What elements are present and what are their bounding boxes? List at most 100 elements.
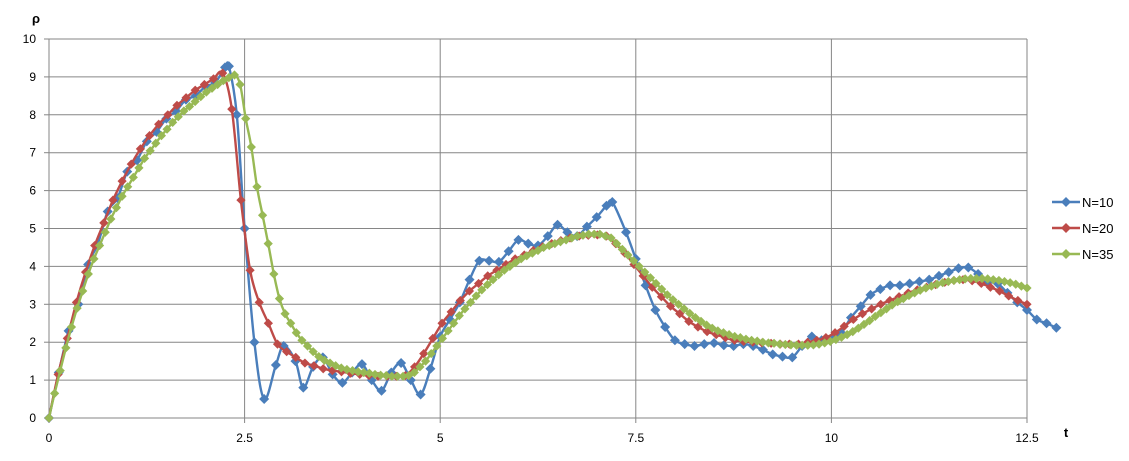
data-point: [199, 79, 209, 90]
data-point: [1031, 314, 1042, 325]
data-point: [983, 274, 993, 284]
data-point: [241, 113, 251, 124]
data-point: [208, 74, 219, 84]
data-point: [966, 273, 976, 284]
data-point: [1051, 322, 1062, 333]
axes: [44, 38, 1028, 423]
data-point: [196, 92, 206, 102]
data-point: [651, 278, 661, 289]
data-point: [207, 83, 217, 93]
data-point: [780, 339, 790, 350]
data-point: [428, 333, 438, 344]
data-point: [1011, 279, 1021, 289]
data-point: [848, 326, 858, 337]
data-point: [859, 319, 869, 329]
data-point: [259, 394, 270, 405]
data-point: [595, 229, 605, 239]
data-point: [245, 265, 255, 275]
data-point: [425, 363, 436, 374]
data-point: [865, 315, 875, 326]
y-tick-label: 3: [29, 297, 36, 311]
data-point: [168, 117, 178, 127]
data-point: [173, 112, 183, 122]
data-point: [318, 364, 328, 374]
data-point: [126, 159, 136, 169]
data-point: [505, 261, 515, 271]
data-point: [1004, 291, 1014, 301]
data-point: [634, 261, 644, 271]
data-point: [493, 256, 504, 267]
series-n-35: [44, 70, 1032, 423]
data-point: [123, 182, 133, 192]
data-point: [909, 288, 920, 298]
data-point: [356, 359, 367, 370]
data-point: [999, 276, 1010, 287]
data-point: [591, 212, 602, 223]
series-line: [47, 61, 1057, 419]
x-tick-label: 0: [46, 431, 53, 445]
y-tick-label: 0: [29, 411, 36, 425]
data-point: [690, 312, 700, 323]
data-point: [767, 349, 778, 360]
data-point: [684, 316, 694, 326]
data-point: [730, 331, 740, 342]
data-point: [455, 295, 465, 306]
data-point: [645, 273, 656, 283]
data-point: [994, 286, 1005, 296]
y-tick-label: 8: [29, 108, 36, 122]
data-point: [227, 104, 237, 114]
data-point: [875, 284, 886, 295]
data-point: [660, 322, 671, 333]
data-point: [181, 93, 191, 103]
data-point: [396, 358, 407, 369]
data-point: [820, 338, 830, 348]
data-point: [100, 227, 110, 237]
data-point: [398, 371, 408, 381]
data-point: [523, 238, 534, 249]
data-point: [763, 338, 774, 348]
data-point: [894, 280, 905, 291]
data-point: [286, 318, 296, 328]
data-point: [769, 338, 779, 348]
data-point: [709, 337, 720, 348]
data-point: [718, 340, 729, 351]
data-point: [437, 333, 448, 344]
data-point: [454, 311, 464, 321]
data-point: [50, 388, 60, 398]
data-point: [867, 304, 877, 314]
data-point: [904, 278, 915, 289]
data-point: [1041, 318, 1052, 329]
data-point: [718, 328, 729, 338]
legend-item: N=35: [1052, 247, 1113, 262]
data-point: [752, 336, 762, 346]
data-point: [464, 274, 475, 285]
data-point: [370, 369, 380, 380]
data-point: [263, 318, 273, 328]
data-point: [300, 358, 310, 368]
x-tick-label: 10: [825, 431, 839, 445]
data-point: [449, 318, 459, 328]
data-point: [527, 248, 537, 258]
data-point: [668, 295, 678, 305]
data-point: [263, 239, 273, 249]
data-point: [117, 191, 127, 201]
legend: N=10 N=20 N=35: [1052, 195, 1113, 262]
data-point: [154, 119, 164, 129]
data-point: [567, 233, 577, 243]
data-point: [713, 326, 723, 336]
data-point: [803, 340, 813, 350]
data-point: [542, 231, 553, 242]
data-point: [94, 240, 105, 251]
data-point: [446, 307, 456, 317]
data-point: [675, 309, 685, 319]
data-point: [364, 368, 374, 378]
legend-label: N=35: [1082, 247, 1113, 262]
data-point: [623, 250, 633, 260]
data-point: [83, 269, 93, 279]
data-point: [775, 339, 785, 349]
data-point: [693, 322, 703, 332]
data-point: [510, 258, 521, 268]
legend-label: N=10: [1082, 195, 1113, 210]
data-point: [583, 229, 594, 239]
data-point: [797, 340, 807, 350]
